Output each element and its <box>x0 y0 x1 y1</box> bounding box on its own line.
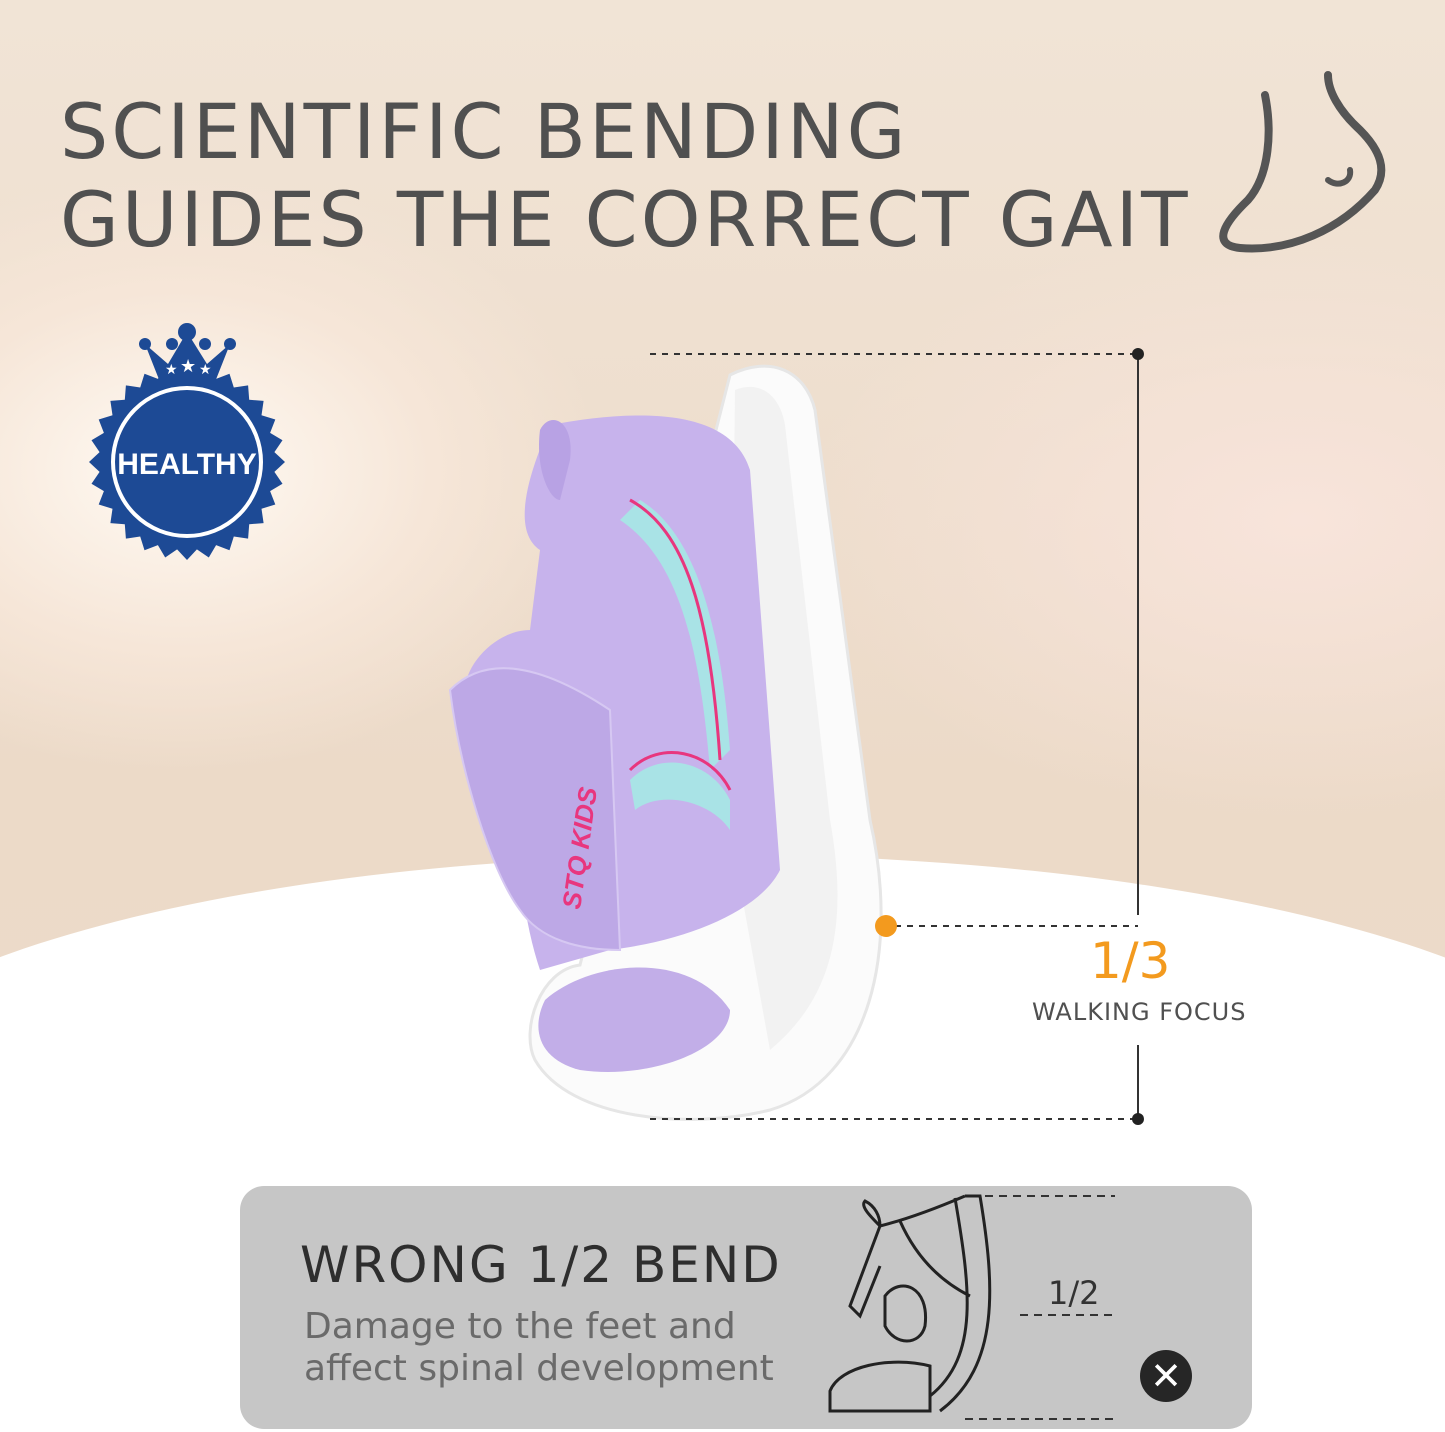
x-icon: ✕ <box>1140 1350 1192 1402</box>
wrong-bend-shoe-outline <box>828 1194 1115 1420</box>
foot-outline-icon <box>1219 71 1386 253</box>
shoe-image: STQ KIDS <box>448 364 883 1121</box>
headline-line-1: SCIENTIFIC BENDING <box>60 87 909 176</box>
healthy-badge: ★ ★ ★ HEALTHY <box>89 323 285 560</box>
description-line-1: Damage to the feet and <box>304 1306 736 1347</box>
walking-focus-fraction: 1/3 <box>1090 932 1171 990</box>
badge-label: HEALTHY <box>117 448 256 481</box>
walking-focus-caption: WALKING FOCUS <box>1032 998 1247 1026</box>
svg-text:★: ★ <box>165 362 178 378</box>
wrong-bend-title: WRONG 1/2 BEND <box>300 1236 782 1294</box>
svg-text:★: ★ <box>199 362 212 378</box>
headline-line-2: GUIDES THE CORRECT GAIT <box>60 175 1191 264</box>
description-line-2: affect spinal development <box>304 1348 774 1389</box>
wrong-bend-fraction: 1/2 <box>1048 1274 1100 1312</box>
headline: SCIENTIFIC BENDING GUIDES THE CORRECT GA… <box>60 88 1191 264</box>
wrong-bend-panel: WRONG 1/2 BEND Damage to the feet and af… <box>240 1186 1252 1429</box>
svg-text:★: ★ <box>180 356 196 377</box>
wrong-bend-description: Damage to the feet and affect spinal dev… <box>304 1306 774 1390</box>
